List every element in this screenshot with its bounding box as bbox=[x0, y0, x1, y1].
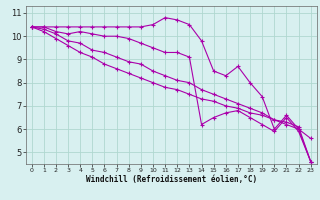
X-axis label: Windchill (Refroidissement éolien,°C): Windchill (Refroidissement éolien,°C) bbox=[86, 175, 257, 184]
